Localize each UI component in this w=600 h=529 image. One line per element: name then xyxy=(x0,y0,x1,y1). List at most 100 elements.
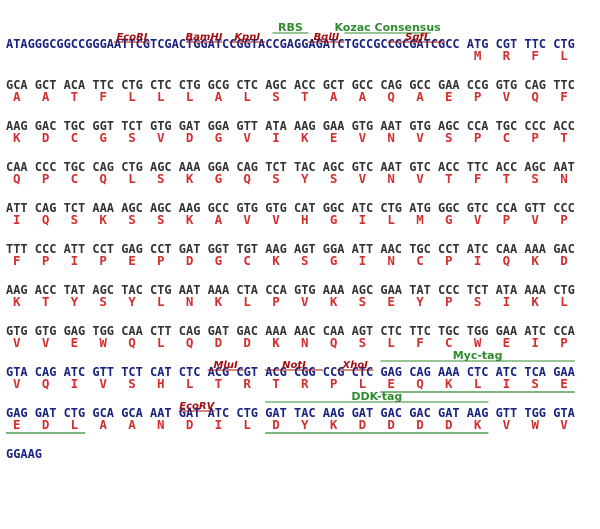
amino-acid: K xyxy=(330,417,338,432)
amino-acid: V xyxy=(359,171,367,186)
amino-acid: G xyxy=(215,253,223,268)
amino-acid: A xyxy=(330,89,338,104)
amino-acid: P xyxy=(42,171,50,186)
amino-acid: Q xyxy=(42,376,50,391)
amino-acid: V xyxy=(503,417,511,432)
amino-acid: W xyxy=(531,417,539,432)
amino-acid: D xyxy=(560,253,568,268)
dna-sequence-line: ATAGGGCGGCCGGGAATTCGTCGACTGGATCCGGTACCGA… xyxy=(6,36,575,51)
amino-acid: K xyxy=(445,376,453,391)
amino-acid: I xyxy=(531,335,539,350)
restriction-site-label: XhoI xyxy=(341,360,368,371)
amino-acid: D xyxy=(445,417,453,432)
dna-sequence-line: AAG ACC TAT AGC TAC CTG AAT AAA CTA CCA … xyxy=(6,282,575,297)
amino-acid: S xyxy=(128,376,136,391)
amino-acid: P xyxy=(272,294,280,309)
amino-acid: C xyxy=(71,130,79,145)
amino-acid: E xyxy=(560,376,568,391)
amino-acid: S xyxy=(272,171,280,186)
amino-acid: Q xyxy=(330,335,338,350)
amino-acid: E xyxy=(13,417,21,432)
amino-acid: Q xyxy=(99,171,107,186)
amino-acid: S xyxy=(474,294,482,309)
amino-acid: P xyxy=(560,212,568,227)
restriction-site-label: NotI xyxy=(282,360,306,371)
amino-acid: D xyxy=(243,335,251,350)
amino-acid: P xyxy=(474,89,482,104)
dna-sequence-line: GAG GAT CTG GCA GCA AAT GAT ATC CTG GAT … xyxy=(6,405,575,420)
amino-acid: Q xyxy=(42,212,50,227)
amino-acid: M xyxy=(416,212,424,227)
amino-acid: K xyxy=(474,417,482,432)
amino-acid: S xyxy=(359,335,367,350)
amino-acid: E xyxy=(71,335,79,350)
amino-acid: L xyxy=(560,48,568,63)
amino-acid: I xyxy=(503,376,511,391)
amino-acid: N xyxy=(387,130,395,145)
amino-acid: S xyxy=(445,130,453,145)
amino-acid: N xyxy=(560,171,568,186)
amino-acid: F xyxy=(531,48,539,63)
amino-acid: S xyxy=(157,171,165,186)
amino-acid: Q xyxy=(387,89,395,104)
amino-acid: V xyxy=(560,417,568,432)
dna-sequence-line: GTA CAG ATC GTT TCT CAT CTC ACG CGT ACG … xyxy=(6,364,575,379)
amino-acid: V xyxy=(474,212,482,227)
amino-acid: S xyxy=(157,212,165,227)
amino-acid: G xyxy=(330,212,338,227)
amino-acid: V xyxy=(416,130,424,145)
amino-acid: I xyxy=(503,294,511,309)
amino-acid: R xyxy=(301,376,309,391)
dna-sequence-line: CAA CCC TGC CAG CTG AGC AAA GGA CAG TCT … xyxy=(6,159,575,174)
amino-acid: A xyxy=(99,417,107,432)
sequence-block: AAG ACC TAT AGC TAC CTG AAT AAA CTA CCA … xyxy=(6,282,575,309)
amino-acid: Q xyxy=(243,171,251,186)
amino-acid: Q xyxy=(186,335,194,350)
amino-acid: R xyxy=(243,376,251,391)
sequence-block: TTT CCC ATT CCT GAG CCT GAT GGT TGT AAG … xyxy=(6,241,575,268)
amino-acid: V xyxy=(359,130,367,145)
restriction-site-label: BglII xyxy=(314,32,340,43)
amino-acid: D xyxy=(186,130,194,145)
amino-acid: K xyxy=(13,130,21,145)
amino-acid: V xyxy=(272,212,280,227)
amino-acid: N xyxy=(387,171,395,186)
amino-acid: Y xyxy=(301,417,309,432)
amino-acid: E xyxy=(387,294,395,309)
amino-acid: V xyxy=(99,376,107,391)
amino-acid: F xyxy=(560,89,568,104)
amino-acid: P xyxy=(560,335,568,350)
amino-acid: K xyxy=(531,294,539,309)
dna-sequence-line: ATT CAG TCT AAA AGC AGC AAG GCC GTG GTG … xyxy=(6,200,575,215)
amino-acid: P xyxy=(330,376,338,391)
amino-acid: S xyxy=(531,376,539,391)
amino-acid: T xyxy=(301,89,309,104)
amino-acid: P xyxy=(503,212,511,227)
amino-acid: L xyxy=(128,171,136,186)
amino-acid: K xyxy=(99,212,107,227)
amino-acid: A xyxy=(215,212,223,227)
amino-acid: F xyxy=(416,335,424,350)
restriction-site-label: EcoRV xyxy=(179,401,215,412)
amino-acid: L xyxy=(71,417,79,432)
amino-acid: L xyxy=(186,89,194,104)
amino-acid: L xyxy=(474,376,482,391)
amino-acid: S xyxy=(128,212,136,227)
amino-acid: D xyxy=(272,417,280,432)
amino-acid: N xyxy=(186,294,194,309)
amino-acid: N xyxy=(387,253,395,268)
amino-acid: K xyxy=(186,212,194,227)
restriction-site-label: EcoRI xyxy=(116,32,147,43)
amino-acid: S xyxy=(272,89,280,104)
amino-acid: Q xyxy=(503,253,511,268)
amino-acid: Y xyxy=(301,171,309,186)
amino-acid: C xyxy=(243,253,251,268)
tag-label: Myc-tag xyxy=(453,349,503,362)
amino-acid: L xyxy=(157,335,165,350)
amino-acid: L xyxy=(243,89,251,104)
dna-sequence-line: GCA GCT ACA TTC CTG CTC CTG GCG CTC AGC … xyxy=(6,77,575,92)
amino-acid: P xyxy=(445,294,453,309)
amino-acid: K xyxy=(330,294,338,309)
restriction-site-label: SgfI xyxy=(405,32,428,43)
